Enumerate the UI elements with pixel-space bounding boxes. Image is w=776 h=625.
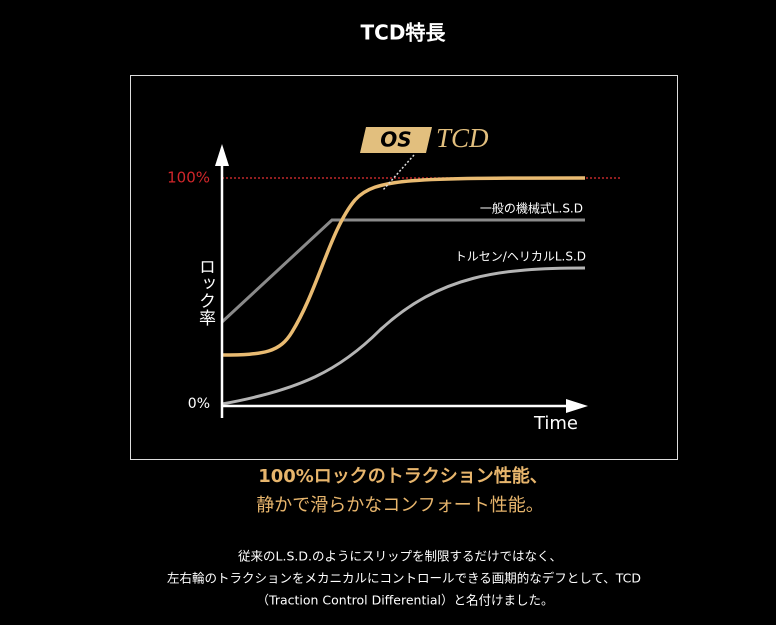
body-text: 左右輪のトラクションをメカニカルにコントロールできる画期的なデフとして、TCD: [167, 571, 641, 586]
diagram-frame: [130, 75, 678, 460]
y-axis-arrow: [215, 144, 229, 166]
page-title: TCD特長: [361, 21, 447, 45]
logo-mark: OS: [380, 128, 411, 152]
body-text: （Traction Control Differential）と名付けました。: [257, 593, 554, 608]
logo-name: TCD: [436, 123, 489, 153]
logo-badge: [360, 127, 432, 153]
headline: 静かで滑らかなコンフォート性能。: [256, 495, 543, 516]
headline: 100%ロックのトラクション性能、: [258, 465, 548, 487]
curve-label: トルセン/ヘリカルL.S.D: [455, 250, 586, 264]
tcd-curve: [221, 176, 586, 357]
y-max-label: 100%: [167, 169, 210, 187]
x-axis-label: Time: [533, 413, 578, 434]
y-axis-label: ロック率: [195, 258, 216, 326]
torsen-curve: [221, 266, 586, 406]
curve-label: 一般の機械式L.S.D: [480, 201, 583, 216]
x-axis-arrow: [566, 399, 588, 413]
y-min-label: 0%: [188, 396, 210, 412]
body-text: 従来のL.S.D.のようにスリップを制限するだけではなく、: [238, 549, 562, 564]
mechanical-lsd-curve: [220, 218, 585, 324]
